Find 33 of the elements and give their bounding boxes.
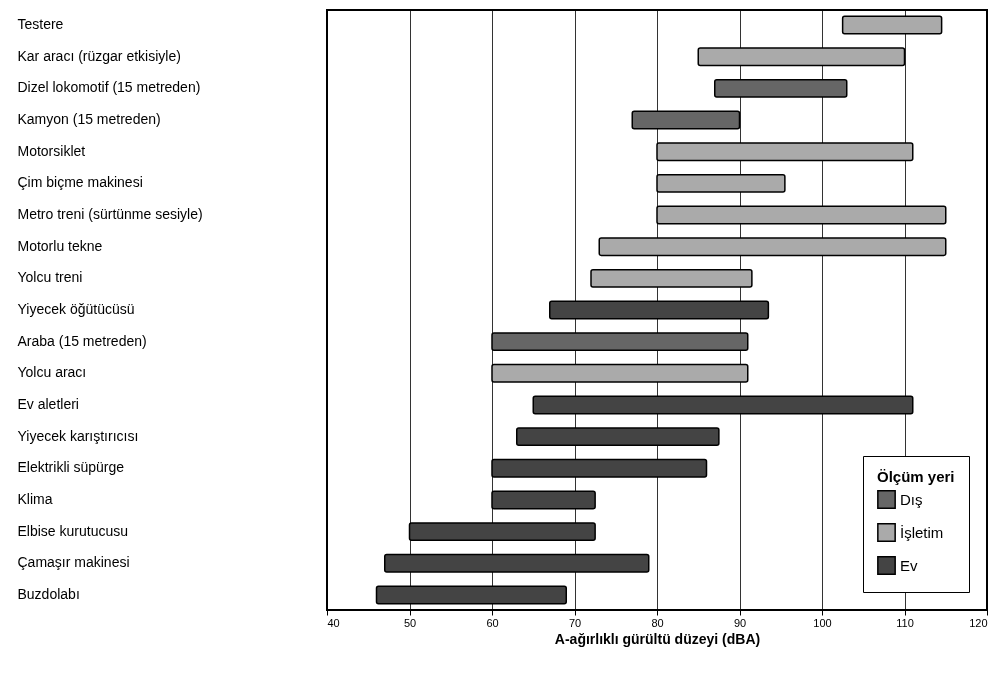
y-tick-label: Kar aracı (rüzgar etkisiyle) (17, 47, 181, 64)
x-tick-label: 120 (969, 616, 988, 629)
x-tick-label: 80 (651, 616, 664, 629)
x-tick-label: 100 (813, 616, 832, 629)
y-tick-label: Araba (15 metreden) (17, 332, 147, 349)
y-tick-label: Ev aletleri (17, 395, 79, 412)
y-tick-label: Dizel lokomotif (15 metreden) (17, 79, 201, 96)
y-tick-label: Yiyecek öğütücüsü (17, 301, 135, 317)
y-tick-label: Klima (17, 490, 53, 507)
y-tick-label: Motorsiklet (17, 142, 86, 159)
x-tick-label: 50 (403, 616, 417, 629)
y-tick-label: Buzdolabı (17, 585, 80, 602)
legend-title: Ölçüm yeri (877, 468, 955, 485)
x-axis-title: A-ağırlıklı gürültü düzeyi (dBA) (554, 630, 761, 647)
y-tick-label: Elbise kurutucusu (17, 522, 129, 539)
legend-label: İşletim (900, 523, 944, 541)
x-tick-label: 40 (327, 616, 340, 629)
y-tick-label: Yolcu aracı (17, 364, 87, 381)
x-tick-label: 60 (486, 616, 499, 629)
y-tick-label: Yolcu treni (17, 269, 83, 286)
y-tick-label: Testere (17, 16, 64, 33)
y-tick-label: Yiyecek karıştırıcısı (17, 427, 139, 444)
y-tick-label: Elektrikli süpürge (17, 459, 125, 476)
x-tick-label: 90 (733, 616, 747, 629)
legend-label: Ev (900, 556, 918, 574)
y-tick-label: Çim biçme makinesi (17, 174, 143, 191)
legend-label: Dış (900, 490, 923, 508)
y-tick-label: Çamaşır makinesi (17, 554, 130, 571)
x-tick-label: 110 (896, 616, 914, 629)
y-tick-label: Kamyon (15 metreden) (17, 111, 161, 128)
y-tick-label: Motorlu tekne (17, 237, 103, 254)
x-tick-label: 70 (568, 616, 582, 629)
y-tick-label: Metro treni (sürtünme sesiyle) (17, 206, 203, 223)
